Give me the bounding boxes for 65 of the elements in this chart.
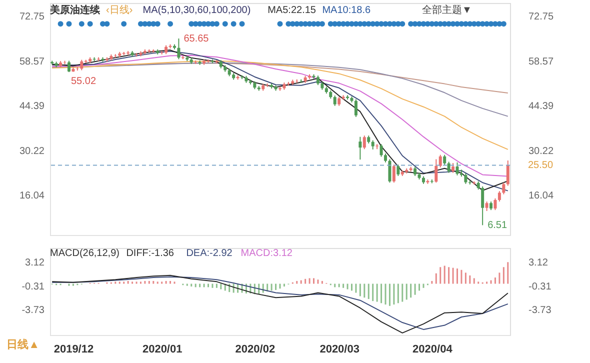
candlestick xyxy=(362,135,366,150)
annotation: DIFF:-1.36 xyxy=(126,248,174,259)
y2-tick-label: -3.73 xyxy=(528,305,552,316)
candlestick xyxy=(392,164,396,184)
x-tick-label: 2020/04 xyxy=(412,344,454,356)
candlestick xyxy=(333,94,336,106)
candlestick xyxy=(447,161,450,174)
x-tick-label: 2020/01 xyxy=(142,344,182,356)
candlestick xyxy=(354,98,358,118)
y-tick-label: 3.12 xyxy=(25,258,45,269)
annotation: 55.02 xyxy=(70,76,96,88)
candlestick xyxy=(506,160,510,186)
y-tick-label: 16.04 xyxy=(19,190,45,202)
candlestick xyxy=(498,190,501,202)
annotation: ‹日线› xyxy=(106,4,133,16)
candlestick xyxy=(438,154,442,168)
x-tick-label: 2019/12 xyxy=(54,344,94,356)
y2-tick-label: 16.04 xyxy=(528,190,554,202)
annotation: 6.51 xyxy=(488,220,508,232)
candlestick xyxy=(67,60,70,73)
text: 日线▲ xyxy=(6,338,40,351)
y2-tick-label: 58.57 xyxy=(528,56,554,68)
candlestick xyxy=(452,162,455,174)
candlestick xyxy=(388,158,392,184)
candlestick xyxy=(443,154,446,166)
y-tick-label: 44.39 xyxy=(19,101,45,112)
y-tick-label: 30.22 xyxy=(19,146,45,157)
annotation: 全部主题▼ xyxy=(422,4,472,16)
line-series xyxy=(52,60,508,150)
annotation: 美原油连续 xyxy=(49,4,101,16)
candlestick xyxy=(481,186,484,226)
candlestick xyxy=(380,144,383,158)
candlestick xyxy=(414,166,417,176)
y2-tick-label: -0.31 xyxy=(528,281,552,292)
candlestick xyxy=(338,96,341,106)
candlestick xyxy=(494,198,497,211)
candlestick xyxy=(456,162,459,176)
annotation: MA(5,10,30,60,100,200) xyxy=(142,5,251,16)
y2-tick-label: 44.39 xyxy=(528,101,554,112)
y-tick-label: 72.75 xyxy=(19,12,45,23)
candlestick xyxy=(177,38,180,60)
annotation: MA5:22.15 xyxy=(268,5,316,16)
y2-tick-label: 30.22 xyxy=(528,146,554,157)
candlestick xyxy=(316,75,320,86)
candlestick xyxy=(434,158,438,184)
y2-tick-label: 3.12 xyxy=(528,258,548,269)
y-tick-label: -0.31 xyxy=(22,281,45,292)
candlestick xyxy=(396,164,400,176)
annotation: DEA:-2.92 xyxy=(186,248,233,259)
annotation: 65.65 xyxy=(184,34,210,45)
y2-tick-label: 72.75 xyxy=(528,12,554,23)
annotation: MACD:3.12 xyxy=(240,248,293,259)
y-tick-label: -3.73 xyxy=(22,305,45,316)
candlestick xyxy=(358,136,362,160)
candlestick xyxy=(464,172,468,184)
x-tick-label: 2020/02 xyxy=(235,344,276,356)
annotation: MA10:18.6 xyxy=(322,5,372,16)
ref-line-label: 25.50 xyxy=(528,160,554,172)
candlestick xyxy=(80,59,84,71)
annotation: MACD(26,12,9) xyxy=(50,248,120,259)
candlestick xyxy=(485,201,488,212)
x-tick-label: 2020/03 xyxy=(320,344,360,356)
candlestick xyxy=(371,140,374,150)
y-tick-label: 58.57 xyxy=(19,56,45,68)
candlestick xyxy=(502,182,506,195)
